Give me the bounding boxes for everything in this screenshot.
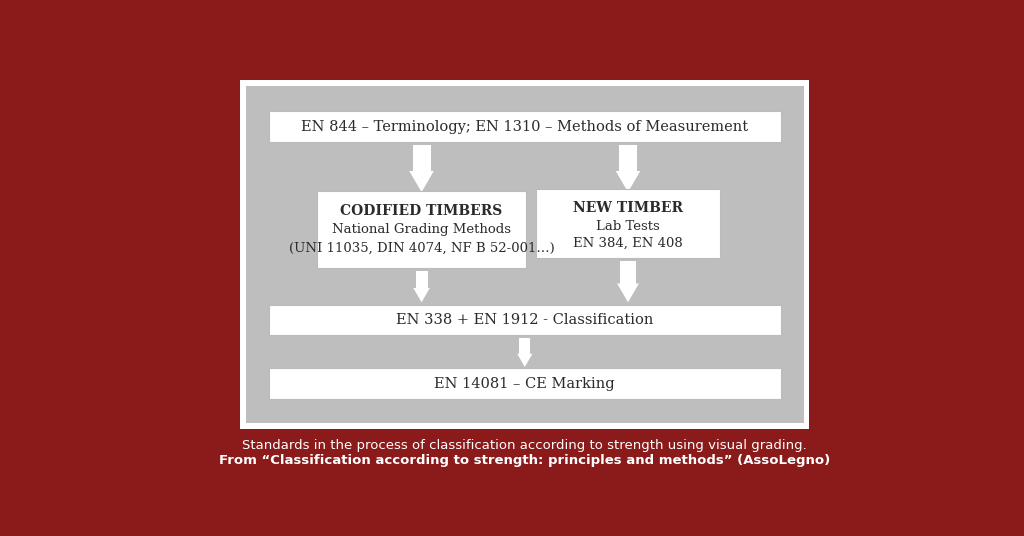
Polygon shape	[517, 354, 532, 367]
Text: EN 14081 – CE Marking: EN 14081 – CE Marking	[434, 377, 615, 391]
Bar	[621, 260, 636, 284]
Bar	[269, 368, 780, 399]
Text: EN 338 + EN 1912 - Classification: EN 338 + EN 1912 - Classification	[396, 313, 653, 327]
Text: (UNI 11035, DIN 4074, NF B 52-001…): (UNI 11035, DIN 4074, NF B 52-001…)	[289, 242, 554, 255]
Text: National Grading Methods: National Grading Methods	[332, 224, 511, 236]
Polygon shape	[615, 171, 640, 192]
Bar	[519, 338, 530, 354]
Text: NEW TIMBER: NEW TIMBER	[573, 202, 683, 215]
Text: Standards in the process of classification according to strength using visual gr: Standards in the process of classificati…	[243, 439, 807, 452]
Text: Lab Tests: Lab Tests	[596, 220, 659, 233]
Bar	[269, 111, 780, 142]
Bar	[536, 189, 720, 258]
Polygon shape	[410, 171, 434, 192]
Bar	[317, 191, 526, 269]
Bar	[241, 80, 809, 428]
Bar	[269, 304, 780, 336]
Bar	[620, 145, 637, 171]
Bar	[246, 86, 804, 423]
Text: From “Classification according to strength: principles and methods” (AssoLegno): From “Classification according to streng…	[219, 453, 830, 467]
Text: CODIFIED TIMBERS: CODIFIED TIMBERS	[340, 204, 503, 218]
Polygon shape	[414, 288, 430, 302]
Text: EN 384, EN 408: EN 384, EN 408	[573, 237, 683, 250]
Text: EN 844 – Terminology; EN 1310 – Methods of Measurement: EN 844 – Terminology; EN 1310 – Methods …	[301, 120, 749, 133]
Bar	[416, 271, 428, 288]
Bar	[413, 145, 430, 171]
Polygon shape	[617, 284, 639, 302]
